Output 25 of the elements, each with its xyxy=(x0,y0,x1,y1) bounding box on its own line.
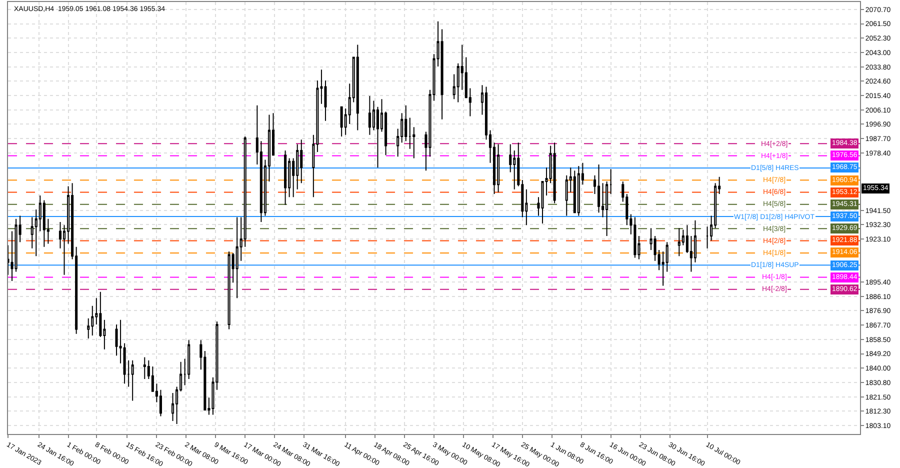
candlestick xyxy=(408,117,412,150)
candlestick xyxy=(143,356,146,380)
candlestick xyxy=(404,104,408,142)
candlestick xyxy=(236,216,238,299)
candlestick xyxy=(412,126,416,159)
candlestick xyxy=(553,142,556,204)
candlestick xyxy=(42,200,46,248)
candlestick xyxy=(610,168,612,194)
candlestick xyxy=(356,44,359,131)
candlestick xyxy=(573,170,576,214)
candlestick xyxy=(497,144,500,193)
candlestick xyxy=(706,226,709,249)
candlestick xyxy=(340,106,343,137)
candlestick xyxy=(131,360,134,402)
candlestick xyxy=(368,96,371,136)
candlestick xyxy=(678,228,680,257)
candlestick xyxy=(127,360,130,388)
candlestick xyxy=(188,340,190,380)
candlestick xyxy=(184,358,186,386)
candlestick xyxy=(577,166,580,216)
candlestick xyxy=(284,150,287,206)
candlestick xyxy=(606,181,608,236)
candlestick xyxy=(634,216,636,258)
candlestick xyxy=(228,251,230,330)
candlestick xyxy=(598,164,600,214)
